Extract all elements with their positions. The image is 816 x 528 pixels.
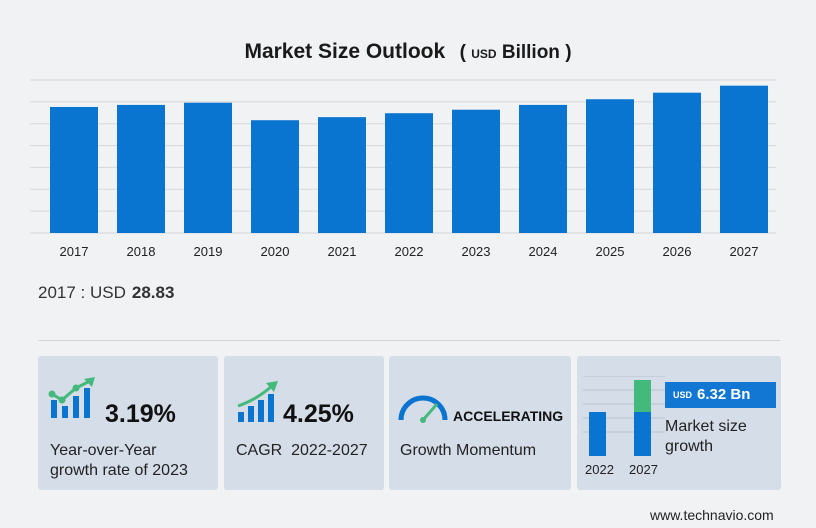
size-desc-line1: Market size [665,418,747,435]
bar-chart: 2017 2018 2019 2020 2021 2022 2023 2024 2025 2026… [30,79,776,259]
speedometer-icon [398,395,448,423]
x-tick-label: 2018 [127,244,156,259]
size-year-start: 2022 [585,462,614,477]
chart-unit: ( USD Billion ) [459,42,572,63]
bar-2027 [720,85,768,233]
divider [38,340,780,341]
size-year-end: 2027 [629,462,658,477]
chart-title: Market Size Outlook ( USD Billion ) [0,40,816,64]
bar-2017 [50,106,98,233]
momentum-desc: Growth Momentum [400,442,537,459]
x-tick-label: 2020 [261,244,290,259]
unit-prefix: USD [471,47,497,61]
x-tick-label: 2021 [328,244,357,259]
cagr-desc: CAGR 2022-2027 [236,442,368,459]
yoy-card: 3.19% Year-over-Year growth rate of 2023 [38,356,218,490]
x-tick-label: 2023 [462,244,491,259]
x-tick-label: 2017 [60,244,89,259]
bar-2019 [184,102,232,233]
bar-2021 [318,117,366,233]
cagr-card: 4.25% CAGR 2022-2027 [224,356,384,490]
x-tick-label: 2027 [730,244,759,259]
size-badge-value: 6.32 Bn [697,386,751,403]
momentum-card: ACCELERATING Growth Momentum [389,356,571,490]
base-year-text: 2017 : USD [38,283,126,302]
x-tick-label: 2024 [529,244,558,259]
x-tick-label: 2019 [194,244,223,259]
size-badge-unit: USD [673,390,693,400]
size-badge: USD 6.32 Bn [665,382,776,408]
bar-2022 [385,113,433,233]
x-tick-label: 2025 [596,244,625,259]
base-year-value: 28.83 [131,283,175,302]
x-tick-label: 2026 [663,244,692,259]
bar-2018 [117,104,165,233]
rising-bars-icon [237,381,278,422]
growth-chart-icon [48,377,95,418]
cagr-value: 4.25% [283,400,354,428]
market-size-card: USD 6.32 Bn Market size growth 2022 2027 [577,356,781,490]
bar-2024 [519,104,567,233]
bar-2026 [653,92,701,233]
footer-source: www.technavio.com [650,507,774,523]
chart-title-text: Market Size Outlook [244,40,446,63]
bar-2020 [251,120,299,233]
bar-2023 [452,109,500,233]
x-tick-label: 2022 [395,244,424,259]
momentum-status: ACCELERATING [453,408,564,424]
yoy-desc-line1: Year-over-Year [50,442,157,459]
size-desc-line2: growth [665,438,714,455]
unit-main: Billion [501,42,560,63]
yoy-desc-line2: growth rate of 2023 [50,462,188,479]
base-year-label: 2017 : USD 28.83 [38,283,174,303]
mini-bar-comparison-icon [583,376,665,456]
yoy-value: 3.19% [105,400,176,428]
bar-2025 [586,99,634,233]
